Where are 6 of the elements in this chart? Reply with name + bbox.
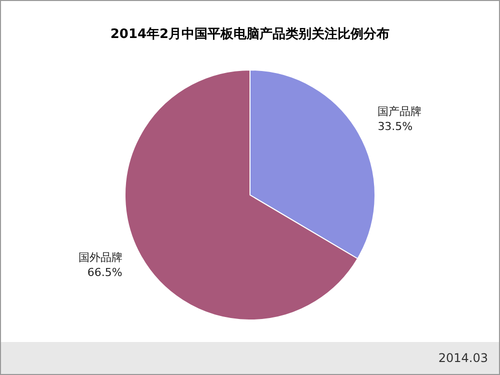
- chart-title: 2014年2月中国平板电脑产品类别关注比例分布: [110, 26, 390, 42]
- data-label: 33.5%: [378, 120, 413, 134]
- slice-label: 国产品牌: [378, 105, 422, 118]
- slice-label: 国外品牌: [78, 250, 122, 264]
- text: 2014.03: [438, 351, 488, 365]
- data-label: 66.5%: [87, 266, 122, 279]
